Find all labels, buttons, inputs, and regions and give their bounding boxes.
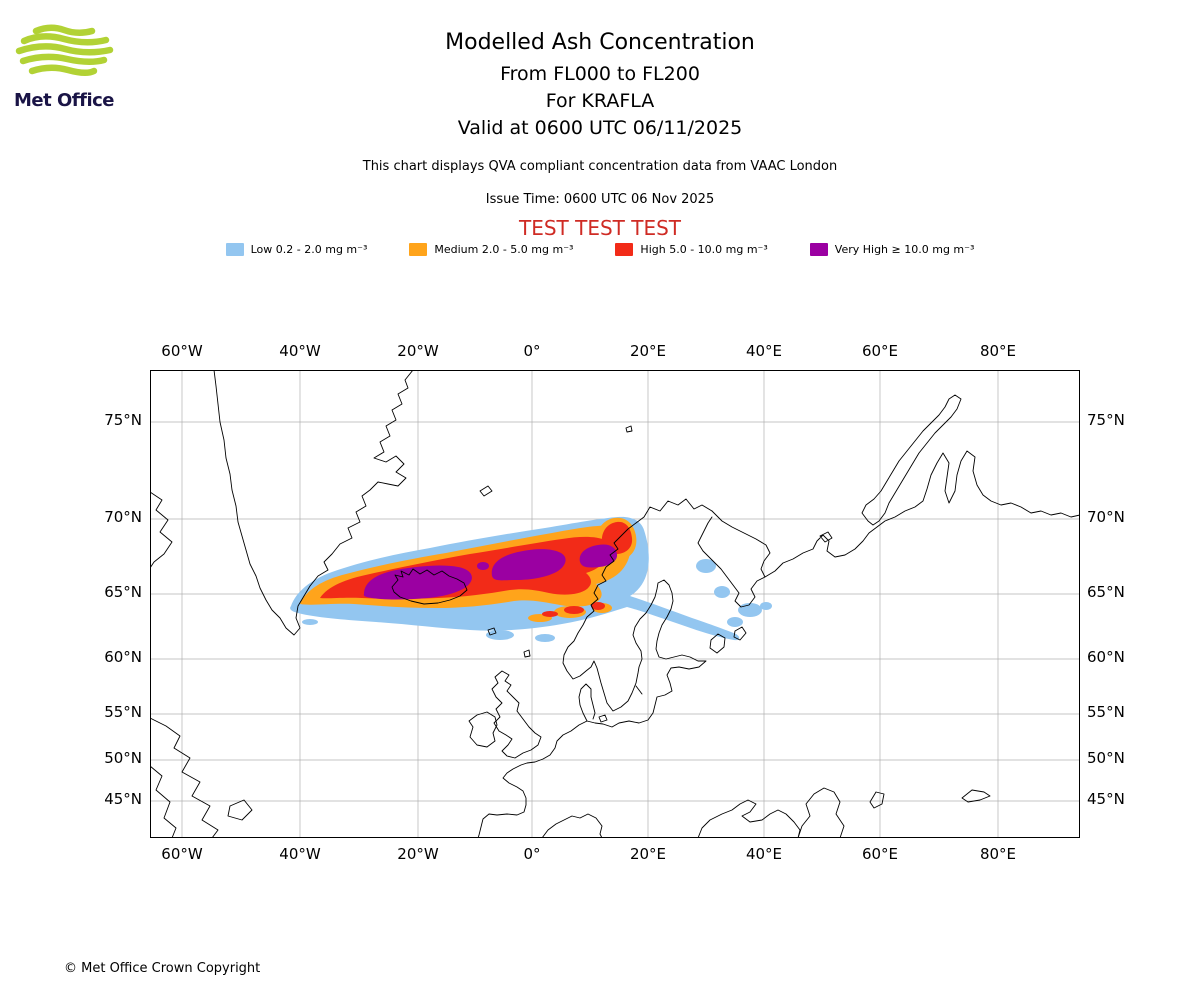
y-tick-right-75n: 75°N xyxy=(1087,411,1125,429)
coastline-small-islands xyxy=(479,425,643,695)
x-tick-bottom-60e: 60°E xyxy=(861,845,899,863)
legend-swatch-low xyxy=(225,243,244,256)
x-tick-bottom-20w: 20°W xyxy=(397,845,439,863)
met-office-logo: Met Office xyxy=(14,24,134,111)
x-tick-top-60e: 60°E xyxy=(861,342,899,360)
y-tick-left-60n: 60°N xyxy=(104,648,142,666)
legend-item-medium: Medium 2.0 - 5.0 mg m⁻³ xyxy=(409,243,573,256)
legend-item-very-high: Very High ≥ 10.0 mg m⁻³ xyxy=(809,243,975,256)
y-tick-right-65n: 65°N xyxy=(1087,583,1125,601)
x-tick-bottom-20e: 20°E xyxy=(629,845,667,863)
coastline-russia-arctic xyxy=(697,394,1080,608)
legend-label-very-high: Very High ≥ 10.0 mg m⁻³ xyxy=(834,243,975,256)
x-tick-bottom-40w: 40°W xyxy=(279,845,321,863)
legend-label-medium: Medium 2.0 - 5.0 mg m⁻³ xyxy=(434,243,574,256)
y-tick-right-45n: 45°N xyxy=(1087,790,1125,808)
x-tick-top-80e: 80°E xyxy=(979,342,1017,360)
x-tick-top-20e: 20°E xyxy=(629,342,667,360)
y-tick-left-50n: 50°N xyxy=(104,749,142,767)
coastline-iceland xyxy=(391,568,468,605)
legend-item-high: High 5.0 - 10.0 mg m⁻³ xyxy=(615,243,768,256)
y-tick-right-50n: 50°N xyxy=(1087,749,1125,767)
map-border xyxy=(150,370,1080,838)
y-tick-right-70n: 70°N xyxy=(1087,508,1125,526)
legend-label-high: High 5.0 - 10.0 mg m⁻³ xyxy=(640,243,768,256)
legend-label-low: Low 0.2 - 2.0 mg m⁻³ xyxy=(250,243,368,256)
x-tick-bottom-60w: 60°W xyxy=(161,845,203,863)
coastline-britain xyxy=(491,670,542,759)
legend-item-low: Low 0.2 - 2.0 mg m⁻³ xyxy=(225,243,368,256)
y-tick-left-65n: 65°N xyxy=(104,583,142,601)
met-office-logo-text: Met Office xyxy=(14,90,115,111)
x-tick-top-20w: 20°W xyxy=(397,342,439,360)
y-tick-left-70n: 70°N xyxy=(104,508,142,526)
coastline-scandinavia-europe xyxy=(477,498,713,838)
subtitle-valid-time: Valid at 0600 UTC 06/11/2025 xyxy=(457,117,743,139)
y-tick-left-75n: 75°N xyxy=(104,411,142,429)
x-tick-top-0: 0° xyxy=(523,342,541,360)
coastline-lakes-and-seas xyxy=(697,626,991,838)
page-title: Modelled Ash Concentration xyxy=(445,30,755,55)
x-tick-top-40e: 40°E xyxy=(745,342,783,360)
ash-very-high-layer xyxy=(363,544,618,600)
qva-description: This chart displays QVA compliant concen… xyxy=(362,159,838,174)
coastline-greenland xyxy=(213,370,414,636)
subtitle-volcano: For KRAFLA xyxy=(545,90,655,112)
map-panel xyxy=(150,370,1080,838)
test-banner: TEST TEST TEST xyxy=(518,216,681,240)
concentration-legend: Low 0.2 - 2.0 mg m⁻³ Medium 2.0 - 5.0 mg… xyxy=(0,243,1200,256)
issue-time: Issue Time: 0600 UTC 06 Nov 2025 xyxy=(485,192,715,207)
coastline-north-america xyxy=(150,491,253,838)
x-tick-bottom-80e: 80°E xyxy=(979,845,1017,863)
legend-swatch-very-high xyxy=(809,243,828,256)
y-tick-right-60n: 60°N xyxy=(1087,648,1125,666)
met-office-waves-icon xyxy=(15,24,114,76)
subtitle-flight-levels: From FL000 to FL200 xyxy=(500,63,700,85)
x-tick-bottom-40e: 40°E xyxy=(745,845,783,863)
x-tick-top-60w: 60°W xyxy=(161,342,203,360)
x-tick-bottom-0: 0° xyxy=(523,845,541,863)
y-tick-left-45n: 45°N xyxy=(104,790,142,808)
legend-swatch-medium xyxy=(409,243,428,256)
coastline-ireland xyxy=(468,711,498,748)
legend-swatch-high xyxy=(615,243,634,256)
x-tick-top-40w: 40°W xyxy=(279,342,321,360)
copyright-notice: © Met Office Crown Copyright xyxy=(64,961,261,976)
y-tick-left-55n: 55°N xyxy=(104,703,142,721)
y-tick-right-55n: 55°N xyxy=(1087,703,1125,721)
ash-concentration-map xyxy=(150,370,1080,838)
